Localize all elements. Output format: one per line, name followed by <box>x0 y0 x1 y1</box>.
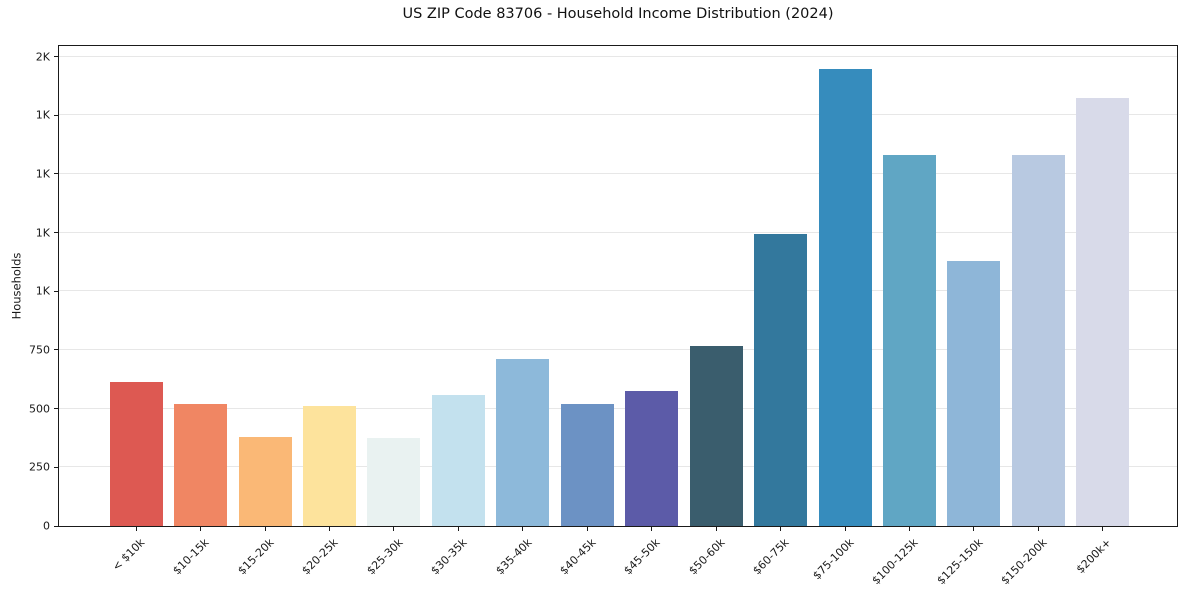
y-tick-mark <box>54 466 58 468</box>
bar <box>303 406 357 526</box>
gridline <box>59 55 1177 57</box>
x-tick-label: $30-35k <box>428 536 470 578</box>
plot-inner <box>59 46 1177 526</box>
y-tick-mark <box>54 56 58 58</box>
x-tick-label: $15-20k <box>235 536 277 578</box>
x-tick-label: $25-30k <box>363 536 406 578</box>
gridline <box>59 290 1177 292</box>
y-axis-label-wrap: Households <box>9 45 23 527</box>
x-tick-mark <box>908 527 910 531</box>
y-tick-mark <box>54 114 58 116</box>
y-tick-label: 1K <box>35 284 50 298</box>
chart-title: US ZIP Code 83706 - Household Income Dis… <box>402 6 834 22</box>
gridline <box>59 348 1177 350</box>
x-tick-mark <box>973 527 975 531</box>
bar <box>496 359 550 526</box>
x-tick-mark <box>1102 527 1104 531</box>
x-tick-label: $35-40k <box>492 536 535 578</box>
x-tick-mark <box>329 527 331 531</box>
gridline <box>59 231 1177 233</box>
y-tick-label: 500 <box>29 402 50 416</box>
x-tick-label: $45-50k <box>621 536 663 578</box>
x-tick-label: $60-75k <box>750 536 792 578</box>
bar <box>754 233 808 526</box>
gridline <box>59 172 1177 174</box>
x-tick-label: $150-200k <box>998 536 1050 588</box>
y-tick-mark <box>54 232 58 234</box>
gridline <box>59 466 1177 468</box>
y-tick-mark <box>54 173 58 175</box>
y-tick-mark <box>54 290 58 292</box>
y-tick-label: 250 <box>29 460 50 474</box>
y-tick-mark <box>54 525 58 527</box>
x-tick-label: < $10k <box>109 536 148 574</box>
x-tick-mark <box>264 527 266 531</box>
x-tick-mark <box>844 527 846 531</box>
plot-area <box>58 45 1178 527</box>
bar <box>882 155 936 526</box>
x-tick-label: $75-100k <box>810 536 857 583</box>
x-tick-label: $125-150k <box>933 536 986 588</box>
x-tick-label: $10-15k <box>170 536 212 578</box>
bar <box>1076 97 1130 526</box>
y-axis-label: Households <box>9 252 24 320</box>
x-tick-mark <box>457 527 459 531</box>
bar <box>367 437 421 526</box>
x-tick-label: $100-125k <box>869 536 921 588</box>
bar <box>625 391 679 526</box>
x-tick-mark <box>651 527 653 531</box>
bar <box>560 403 614 526</box>
x-tick-mark <box>715 527 717 531</box>
y-tick-label: 2K <box>35 50 50 64</box>
x-tick-mark <box>586 527 588 531</box>
bar <box>109 381 163 526</box>
bar <box>174 403 228 526</box>
gridline <box>59 114 1177 116</box>
x-tick-label: $40-45k <box>557 536 599 578</box>
x-tick-label: $20-25k <box>299 536 341 578</box>
bar <box>1011 155 1065 526</box>
y-tick-mark <box>54 408 58 410</box>
x-tick-mark <box>135 527 137 531</box>
y-tick-label: 1K <box>35 226 50 240</box>
x-tick-label: $200k+ <box>1073 536 1114 577</box>
y-tick-mark <box>54 349 58 351</box>
x-tick-mark <box>200 527 202 531</box>
x-tick-mark <box>1037 527 1039 531</box>
bar <box>238 436 292 526</box>
y-tick-label: 750 <box>29 343 50 357</box>
x-tick-mark <box>522 527 524 531</box>
y-tick-label: 1K <box>35 167 50 181</box>
bar <box>947 260 1001 526</box>
x-tick-mark <box>780 527 782 531</box>
y-tick-label: 1K <box>35 108 50 122</box>
y-tick-label: 0 <box>43 519 50 533</box>
x-tick-mark <box>393 527 395 531</box>
x-tick-label: $50-60k <box>686 536 728 578</box>
bar <box>689 346 743 526</box>
gridline <box>59 407 1177 409</box>
bar <box>431 394 485 526</box>
bar <box>818 69 872 526</box>
